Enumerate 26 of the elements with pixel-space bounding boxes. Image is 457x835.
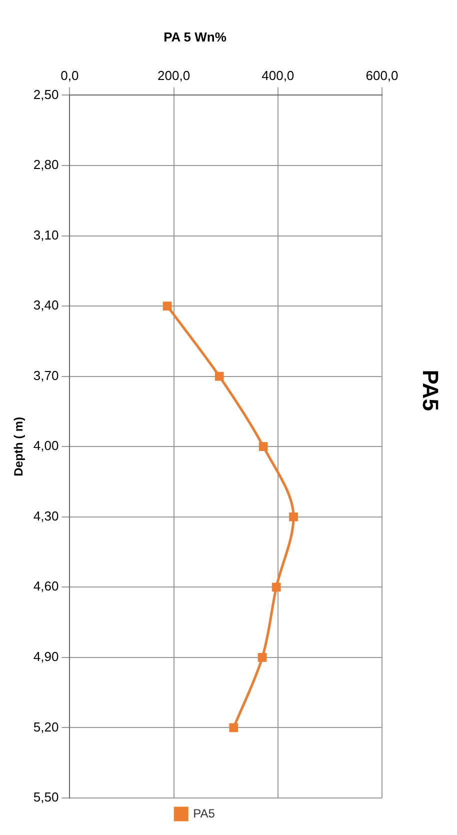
point (258, 653, 267, 662)
y-tick-label: 4,90 (33, 649, 59, 664)
point (289, 512, 298, 522)
y-tick-label: 2,80 (33, 157, 59, 172)
x-tick-label: 200,0 (158, 68, 190, 83)
x-tick-label: 400,0 (262, 68, 294, 83)
y-tick-label: 2,50 (33, 86, 59, 102)
y-tick-label: 4,60 (33, 578, 59, 594)
point (214, 372, 224, 381)
y-tick-label: 5,50 (33, 790, 59, 805)
legend-label: PA5 (193, 806, 216, 820)
y-tick-label: 3,40 (33, 298, 59, 313)
point (229, 723, 238, 732)
chart-title: PA 5 Wn% (164, 29, 227, 44)
point (258, 442, 268, 452)
x-tick-label: 600,0 (366, 68, 398, 83)
y-tick-label: 4,30 (33, 508, 59, 524)
point (272, 582, 281, 592)
y-tick-label: 4,00 (33, 438, 59, 454)
x-tick-label: 0,0 (60, 68, 79, 83)
y-tick-label: 3,10 (33, 227, 59, 242)
y-tick-label: 5,20 (33, 719, 59, 734)
y-axis-title: Depth ( m) (12, 416, 26, 476)
text: PA5 (418, 370, 443, 411)
y-tick-label: 3,70 (33, 368, 59, 383)
point (162, 302, 172, 310)
